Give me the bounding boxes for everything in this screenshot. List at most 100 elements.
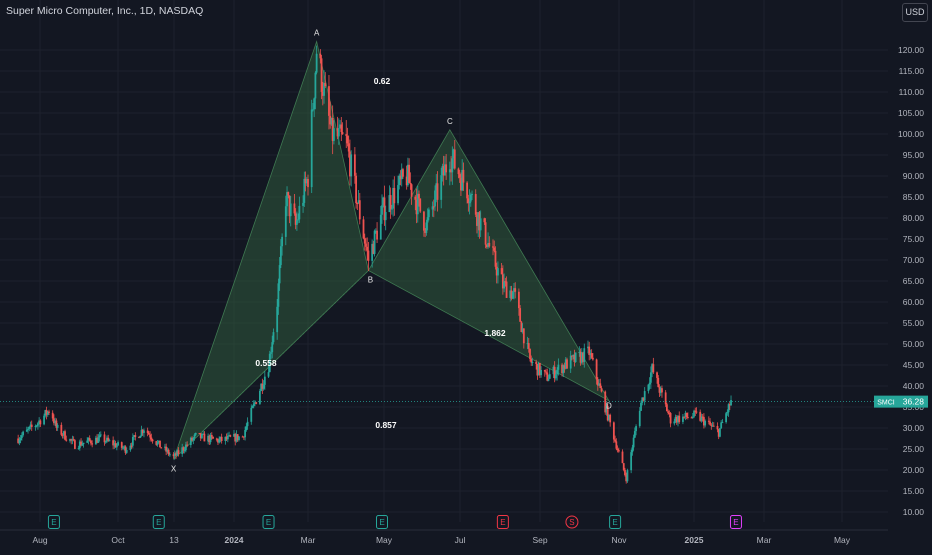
candle-body: [704, 420, 707, 426]
candle-body: [117, 442, 119, 446]
candle-body: [483, 218, 486, 223]
candle-body: [409, 182, 412, 185]
candle-body: [220, 436, 223, 441]
candle-body: [519, 308, 522, 322]
candle-body: [444, 164, 446, 176]
earnings-event-icon[interactable]: [729, 515, 742, 529]
candle-body: [494, 250, 497, 267]
candle-body: [686, 417, 689, 419]
currency-button[interactable]: USD: [902, 3, 928, 22]
candle-body: [305, 178, 308, 184]
earnings-event-icon[interactable]: [496, 515, 509, 529]
candle-body: [35, 425, 38, 427]
candle-body: [685, 412, 688, 418]
price-axis[interactable]: [888, 0, 932, 550]
candle-body: [469, 194, 472, 202]
candle-body: [579, 351, 582, 363]
candle-body: [414, 196, 417, 200]
candle-body: [314, 72, 317, 99]
price-tick-label: 30.00: [903, 423, 925, 433]
candle-body: [522, 328, 525, 344]
candle-body: [376, 230, 378, 240]
candle-body: [626, 470, 629, 482]
earnings-event-icon[interactable]: [152, 515, 165, 529]
candle-body: [442, 166, 445, 176]
candle-body: [207, 435, 209, 442]
candle-body: [133, 435, 135, 437]
candle-body: [552, 366, 555, 375]
candle-body: [64, 431, 66, 440]
candle-body: [596, 379, 599, 386]
candle-body: [434, 190, 436, 207]
candle-body: [329, 115, 332, 125]
candle-body: [633, 431, 636, 438]
candle-body: [526, 343, 529, 345]
candle-body: [313, 98, 316, 110]
candle-body: [730, 399, 732, 406]
candle-body: [379, 214, 382, 240]
candle-body: [140, 429, 143, 436]
candle-body: [615, 441, 618, 449]
candle-body: [228, 435, 230, 437]
candle-body: [192, 437, 195, 441]
candle-body: [531, 362, 534, 364]
candle-body: [583, 348, 586, 362]
candle-body: [319, 53, 322, 59]
candle-body: [384, 212, 387, 221]
candle-body: [225, 436, 228, 440]
price-tick-label: 110.00: [899, 87, 925, 97]
candle-body: [504, 281, 507, 283]
ratio-xab-label: 0.62: [374, 76, 391, 86]
harmonic-xab-triangle[interactable]: [173, 40, 369, 460]
candle-body: [408, 164, 411, 183]
candle-body: [148, 432, 150, 435]
candle-body: [181, 447, 184, 454]
price-tick-label: 65.00: [903, 276, 925, 286]
candle-body: [529, 348, 531, 360]
candle-body: [503, 281, 505, 289]
candle-body: [61, 434, 64, 436]
candle-body: [277, 283, 280, 307]
candle-body: [323, 82, 325, 96]
earnings-event-icon[interactable]: [262, 515, 275, 529]
candle-body: [337, 128, 340, 137]
candle-body: [402, 169, 404, 177]
candle-body: [267, 372, 270, 377]
candle-body: [229, 435, 232, 437]
price-tick-label: 90.00: [903, 171, 925, 181]
candle-body: [667, 411, 670, 413]
candle-body: [563, 365, 566, 369]
candle-body: [254, 402, 256, 404]
candle-body: [98, 435, 101, 438]
candle-body: [388, 195, 391, 213]
candle-body: [467, 198, 470, 204]
candle-body: [87, 438, 90, 441]
candle-body: [719, 428, 721, 437]
harmonic-bcd-triangle[interactable]: [367, 129, 611, 402]
candle-body: [259, 390, 261, 404]
candle-body: [286, 192, 288, 207]
candle-body: [74, 440, 76, 449]
candle-body: [606, 405, 609, 421]
earnings-event-icon[interactable]: [609, 515, 622, 529]
candle-body: [640, 402, 642, 411]
candle-body: [278, 265, 281, 284]
split-event-icon[interactable]: [565, 515, 579, 529]
candle-body: [241, 436, 244, 438]
candle-body: [324, 82, 327, 87]
candle-body: [419, 198, 422, 212]
time-label: Oct: [111, 535, 125, 545]
candle-body: [340, 124, 343, 133]
candle-body: [217, 439, 219, 443]
candle-body: [287, 192, 290, 196]
candle-body: [261, 383, 264, 389]
candle-body: [530, 359, 533, 363]
candle-body: [390, 208, 393, 210]
earnings-event-icon[interactable]: [376, 515, 388, 529]
candle-body: [183, 450, 186, 452]
candle-body: [694, 410, 697, 412]
earnings-event-icon[interactable]: [47, 515, 60, 529]
candle-body: [445, 164, 448, 173]
